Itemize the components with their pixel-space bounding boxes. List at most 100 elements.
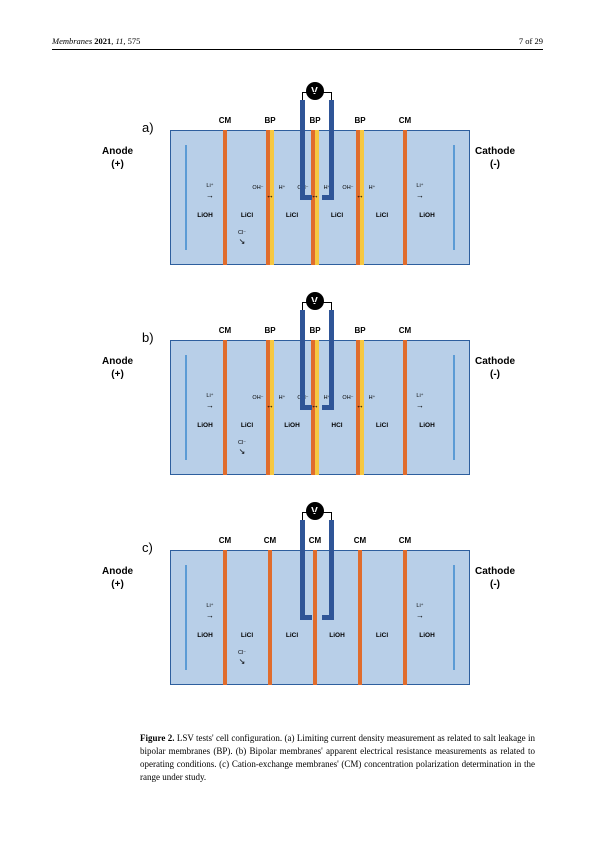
header-left: Membranes 2021, 11, 575: [52, 36, 140, 46]
voltmeter-icon: V: [306, 82, 324, 100]
cation-membrane: [403, 340, 407, 475]
cell-box: [170, 130, 470, 265]
solution-label: LiOH: [419, 422, 435, 429]
ion-label: OH⁻: [252, 395, 263, 401]
cation-membrane: [223, 550, 227, 685]
voltage-probe: [322, 195, 334, 200]
solution-label: LiCl: [376, 212, 388, 219]
solution-label: HCl: [331, 422, 342, 429]
cation-membrane: [223, 340, 227, 475]
ion-label: OH⁻: [342, 395, 353, 401]
anode-electrode: [185, 565, 187, 670]
voltage-probe: [322, 405, 334, 410]
solution-label: LiCl: [286, 212, 298, 219]
anode-electrode: [185, 145, 187, 250]
membrane-label: BP: [354, 326, 365, 335]
arrow-icon: ↔: [356, 192, 364, 200]
membrane-label: CM: [399, 326, 411, 335]
cell-box: [170, 550, 470, 685]
voltage-probe: [300, 310, 305, 410]
ion-label: Li⁺: [416, 603, 423, 609]
panel-c: c)CMCMCMCMCMLiOHLiClLiClLiOHLiClLiOHLi⁺→…: [140, 510, 520, 710]
membrane-label: CM: [264, 536, 276, 545]
cation-membrane: [313, 550, 317, 685]
cell-box: [170, 340, 470, 475]
solution-label: LiCl: [376, 632, 388, 639]
cation-membrane: [403, 130, 407, 265]
solution-label: LiCl: [241, 422, 253, 429]
ion-label: H⁺: [279, 395, 286, 401]
anode-electrode: [185, 355, 187, 460]
solution-label: LiOH: [197, 632, 213, 639]
arrow-icon: ↔: [311, 402, 319, 410]
arrow-icon: →: [416, 402, 424, 410]
membrane-label: CM: [399, 116, 411, 125]
voltage-probe: [300, 405, 312, 410]
voltage-probe: [300, 195, 312, 200]
voltmeter-icon: V: [306, 292, 324, 310]
membrane-label: BP: [309, 326, 320, 335]
arrow-icon: →: [206, 192, 214, 200]
voltmeter-icon: V: [306, 502, 324, 520]
voltage-probe: [329, 100, 334, 200]
ion-label: Li⁺: [206, 603, 213, 609]
arrow-icon: ↘: [239, 448, 246, 456]
voltage-probe: [329, 520, 334, 620]
panel-letter: b): [142, 330, 154, 345]
arrow-icon: ↔: [356, 402, 364, 410]
ion-label: H⁺: [369, 395, 376, 401]
solution-label: LiOH: [197, 212, 213, 219]
cathode-label: Cathode(-): [475, 355, 515, 381]
anode-label: Anode(+): [102, 145, 133, 171]
membrane-label: BP: [264, 326, 275, 335]
page-header: Membranes 2021, 11, 575 7 of 29: [52, 36, 543, 50]
arrow-icon: →: [206, 612, 214, 620]
panel-b: b) CM BP BP BP CM LiOH LiCl LiOH HCl LiCl LiOH OH⁻ H⁺…: [140, 300, 520, 500]
ion-label: H⁺: [369, 185, 376, 191]
cathode-electrode: [453, 565, 455, 670]
voltage-probe: [300, 520, 305, 620]
cathode-label: Cathode(-): [475, 145, 515, 171]
figure-caption: Figure 2. LSV tests' cell configuration.…: [140, 732, 535, 784]
arrow-icon: ↘: [239, 658, 246, 666]
ion-label: Cl⁻: [238, 230, 246, 236]
ion-label: OH⁻: [252, 185, 263, 191]
membrane-label: CM: [219, 116, 231, 125]
cation-membrane: [223, 130, 227, 265]
arrow-icon: →: [206, 402, 214, 410]
membrane-label: CM: [309, 536, 321, 545]
voltage-probe: [322, 615, 334, 620]
membrane-label: CM: [219, 536, 231, 545]
panel-letter: a): [142, 120, 154, 135]
membrane-label: CM: [354, 536, 366, 545]
solution-label: LiOH: [419, 632, 435, 639]
cathode-electrode: [453, 145, 455, 250]
panel-letter: c): [142, 540, 153, 555]
voltage-probe: [300, 615, 312, 620]
arrow-icon: ↔: [311, 192, 319, 200]
ion-label: Li⁺: [416, 393, 423, 399]
solution-label: LiOH: [197, 422, 213, 429]
solution-label: LiCl: [241, 212, 253, 219]
solution-label: LiCl: [241, 632, 253, 639]
ion-label: OH⁻: [342, 185, 353, 191]
ion-label: Cl⁻: [238, 650, 246, 656]
ion-label: Li⁺: [206, 393, 213, 399]
header-pagenum: 7 of 29: [519, 36, 543, 46]
anode-label: Anode(+): [102, 565, 133, 591]
cation-membrane: [403, 550, 407, 685]
ion-label: Cl⁻: [238, 440, 246, 446]
figure-2: a) CM BP BP BP CM LiOH LiCl LiCl LiCl LiCl LiOH OH⁻ H…: [140, 90, 520, 720]
arrow-icon: ↘: [239, 238, 246, 246]
solution-label: LiCl: [376, 422, 388, 429]
solution-label: LiOH: [419, 212, 435, 219]
cathode-electrode: [453, 355, 455, 460]
arrow-icon: →: [416, 612, 424, 620]
membrane-label: CM: [219, 326, 231, 335]
membrane-label: BP: [309, 116, 320, 125]
solution-label: LiCl: [286, 632, 298, 639]
cation-membrane: [358, 550, 362, 685]
solution-label: LiOH: [284, 422, 300, 429]
arrow-icon: ↔: [266, 402, 274, 410]
voltage-probe: [329, 310, 334, 410]
